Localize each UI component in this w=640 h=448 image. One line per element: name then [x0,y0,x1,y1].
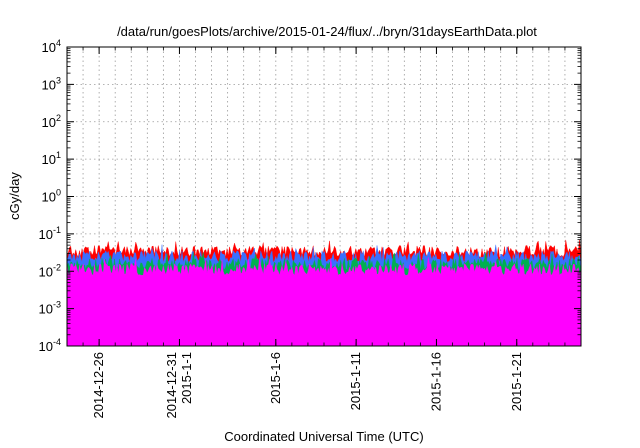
y-tick-label: 103 [42,75,61,92]
x-tick-label: 2015-1-6 [268,352,283,404]
y-tick-label: 10-2 [39,262,61,279]
y-tick-label: 101 [42,150,61,167]
x-tick-label: 2015-1-11 [348,352,363,410]
y-tick-label: 100 [42,188,61,205]
x-tick-label: 2014-12-31 [164,352,179,419]
data-series [66,257,582,347]
series-dropout [194,297,197,346]
y-tick-label: 10-1 [39,225,61,242]
y-tick-label: 10-3 [39,300,61,317]
y-tick-label: 10-4 [39,337,61,354]
x-tick-label: 2015-1-21 [509,352,524,411]
series-dropout [547,297,551,346]
data-layer [66,239,582,347]
x-tick-label: 2015-1-16 [428,352,443,411]
series-dropout [258,297,261,346]
x-tick-label: 2014-12-26 [91,352,106,419]
y-axis-label: cGy/day [7,172,22,220]
y-tick-label: 102 [42,113,61,130]
chart-title: /data/run/goesPlots/archive/2015-01-24/f… [117,24,537,39]
y-tick-label: 104 [42,38,61,55]
series-dropout [483,297,486,346]
x-axis-label: Coordinated Universal Time (UTC) [224,429,423,444]
series-dropout [322,297,326,346]
y-axis: 10-4 10-3 10-2 10-1 100 101 102 103 104 [39,38,581,354]
series-dropout [499,297,502,346]
x-axis: 2014-12-26 2014-12-31 2015-1-1 2015-1-6 2015… [82,47,566,419]
x-tick-label: 2015-1-1 [179,352,194,404]
grid [67,47,581,346]
series-dropout [97,297,101,346]
